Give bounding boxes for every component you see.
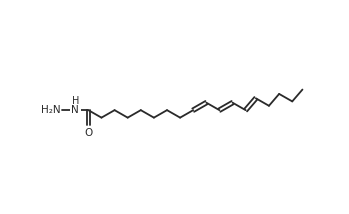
Text: N: N [72, 105, 79, 115]
Text: O: O [84, 128, 92, 138]
Text: H: H [72, 96, 79, 106]
Text: H₂N: H₂N [41, 105, 60, 115]
